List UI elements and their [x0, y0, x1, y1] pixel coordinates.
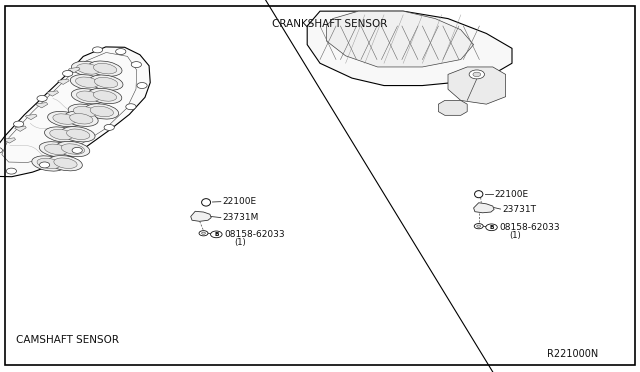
Circle shape [104, 124, 115, 130]
Text: 08158-62033: 08158-62033 [224, 230, 285, 239]
Polygon shape [58, 79, 69, 84]
Ellipse shape [65, 111, 98, 126]
Circle shape [6, 168, 17, 174]
Ellipse shape [93, 63, 116, 74]
Text: (1): (1) [509, 231, 521, 240]
Text: 22100E: 22100E [223, 197, 257, 206]
Ellipse shape [74, 106, 97, 117]
Circle shape [72, 147, 83, 153]
Ellipse shape [68, 104, 102, 119]
Text: B: B [214, 232, 218, 237]
Ellipse shape [50, 129, 73, 140]
Circle shape [92, 47, 102, 53]
Polygon shape [47, 91, 58, 96]
Ellipse shape [61, 144, 84, 154]
Ellipse shape [202, 199, 211, 206]
Ellipse shape [77, 91, 100, 102]
Circle shape [202, 232, 205, 234]
Ellipse shape [37, 158, 60, 169]
Polygon shape [326, 11, 474, 67]
Circle shape [199, 231, 208, 236]
Ellipse shape [67, 129, 90, 140]
Circle shape [126, 104, 136, 110]
Polygon shape [68, 67, 80, 73]
Circle shape [474, 224, 483, 229]
Ellipse shape [70, 113, 93, 124]
Ellipse shape [71, 89, 105, 104]
Ellipse shape [77, 64, 100, 74]
Ellipse shape [53, 114, 76, 124]
Text: R221000N: R221000N [547, 349, 598, 359]
Polygon shape [191, 211, 211, 221]
Text: 23731T: 23731T [502, 205, 536, 214]
Polygon shape [36, 103, 48, 108]
Ellipse shape [88, 61, 122, 76]
Circle shape [131, 62, 141, 68]
Text: CAMSHAFT SENSOR: CAMSHAFT SENSOR [16, 336, 119, 345]
Text: (1): (1) [234, 238, 246, 247]
Polygon shape [26, 114, 37, 120]
Ellipse shape [72, 61, 105, 77]
Ellipse shape [95, 77, 118, 88]
Text: 08158-62033: 08158-62033 [499, 223, 560, 232]
Polygon shape [474, 203, 494, 213]
Ellipse shape [45, 127, 78, 142]
Text: CRANKSHAFT SENSOR: CRANKSHAFT SENSOR [272, 19, 387, 29]
Circle shape [137, 83, 147, 89]
Circle shape [116, 49, 126, 55]
Ellipse shape [32, 156, 65, 171]
Circle shape [473, 72, 481, 77]
Polygon shape [4, 138, 15, 143]
Circle shape [40, 162, 50, 168]
Ellipse shape [70, 75, 104, 90]
Ellipse shape [474, 191, 483, 198]
Polygon shape [448, 67, 506, 104]
Polygon shape [307, 11, 512, 86]
Text: B: B [490, 225, 493, 230]
Circle shape [211, 231, 222, 238]
Circle shape [486, 224, 497, 231]
Circle shape [13, 121, 24, 127]
Ellipse shape [93, 91, 116, 101]
Polygon shape [438, 100, 467, 115]
Ellipse shape [76, 77, 99, 87]
Circle shape [63, 71, 73, 77]
Ellipse shape [39, 142, 73, 157]
Ellipse shape [56, 141, 90, 157]
Ellipse shape [44, 144, 68, 155]
Polygon shape [15, 126, 26, 131]
Ellipse shape [54, 158, 77, 169]
Text: 22100E: 22100E [495, 190, 529, 199]
Circle shape [477, 225, 481, 227]
Text: 23731M: 23731M [223, 213, 259, 222]
Ellipse shape [61, 126, 95, 142]
Ellipse shape [47, 112, 81, 127]
Circle shape [0, 147, 3, 153]
Ellipse shape [90, 106, 113, 117]
Ellipse shape [49, 155, 83, 171]
Polygon shape [0, 47, 150, 177]
Ellipse shape [88, 88, 122, 103]
Ellipse shape [85, 104, 118, 119]
Ellipse shape [89, 75, 123, 90]
Circle shape [469, 70, 484, 79]
Circle shape [37, 96, 47, 102]
